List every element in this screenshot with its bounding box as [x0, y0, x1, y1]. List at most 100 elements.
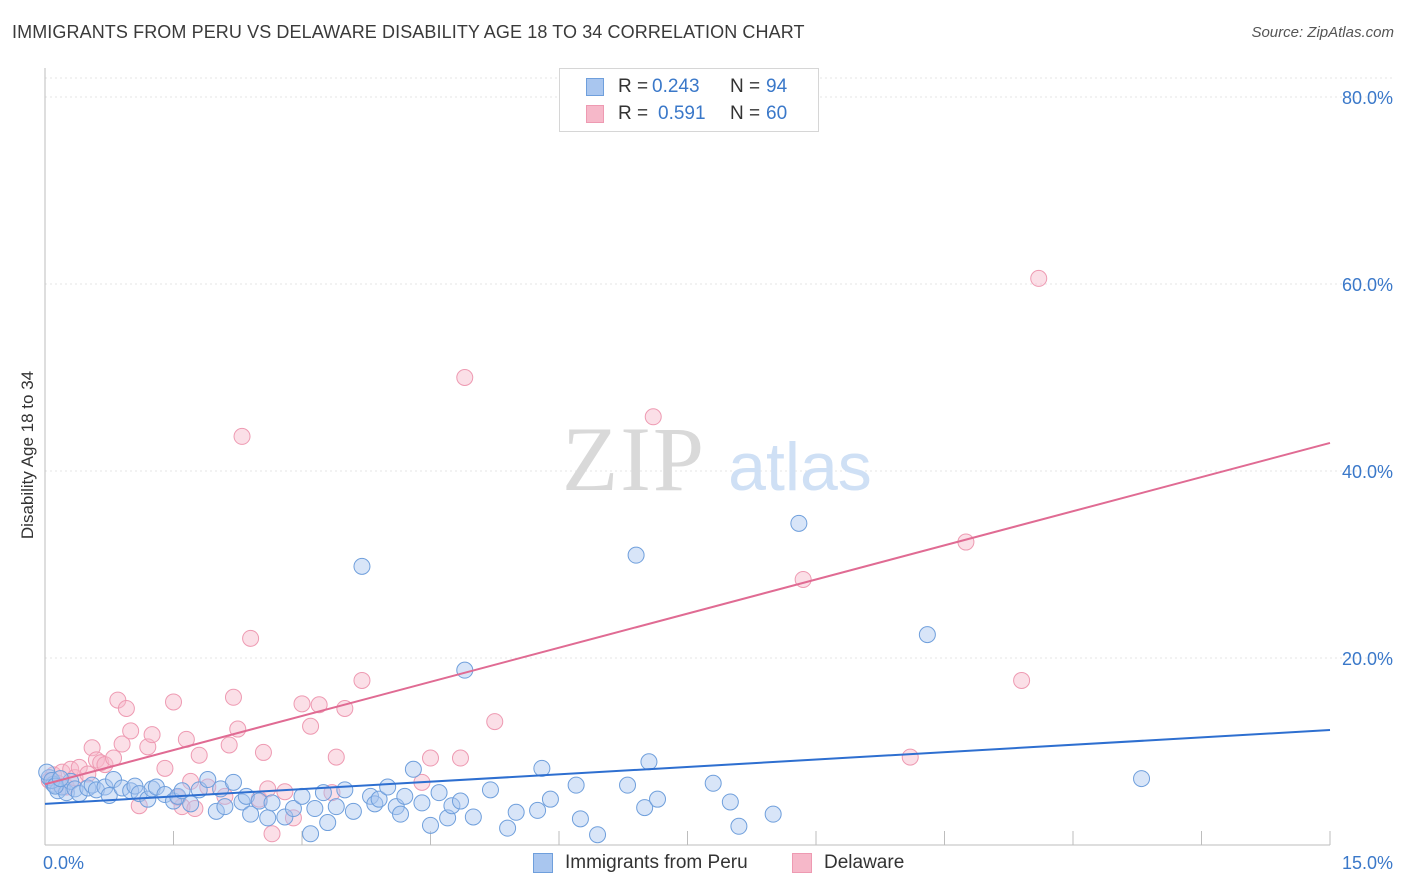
peru-point	[327, 798, 345, 816]
delaware-point	[156, 759, 174, 777]
peru-point	[1133, 770, 1151, 788]
y-tick-label: 80.0%	[1342, 88, 1393, 108]
y-axis-label: Disability Age 18 to 34	[18, 371, 37, 539]
peru-points	[38, 514, 1151, 844]
peru-point	[370, 790, 388, 808]
legend-r-label: R =	[618, 76, 649, 97]
peru-point	[619, 776, 637, 794]
peru-point	[319, 814, 337, 832]
peru-point	[413, 794, 431, 812]
delaware-points	[40, 269, 1048, 843]
peru-point	[529, 801, 547, 819]
peru-point	[96, 778, 114, 796]
peru-point	[147, 778, 165, 796]
peru-point	[533, 759, 551, 777]
delaware-point	[1013, 671, 1031, 689]
peru-point	[499, 819, 517, 837]
legend-n-label: N =	[730, 103, 761, 124]
delaware-point	[122, 722, 140, 740]
delaware-point	[92, 754, 110, 772]
grid-lines	[45, 77, 1392, 659]
bottom-legend-label-delaware: Delaware	[824, 852, 905, 873]
peru-point	[430, 784, 448, 802]
delaware-point	[284, 809, 302, 827]
peru-point	[730, 817, 748, 835]
ticks: 20.0% 40.0% 60.0% 80.0% 0.0% 15.0%	[43, 88, 1393, 873]
legend-n-label: N =	[730, 76, 761, 97]
bottom-legend-swatch-peru	[533, 853, 553, 873]
peru-point	[38, 763, 56, 781]
delaware-point	[242, 629, 260, 647]
delaware-point	[263, 825, 281, 843]
peru-point	[790, 514, 808, 532]
peru-point	[156, 786, 174, 804]
peru-point	[336, 781, 354, 799]
peru-point	[507, 803, 525, 821]
peru-point	[284, 800, 302, 818]
peru-point	[353, 557, 371, 575]
peru-point	[918, 626, 936, 644]
peru-point	[640, 753, 658, 771]
x-tick-label: 15.0%	[1342, 853, 1393, 873]
bottom-legend-swatch-delaware	[792, 853, 812, 873]
y-tick-label: 20.0%	[1342, 649, 1393, 669]
delaware-point	[1030, 269, 1048, 287]
watermark-zip: ZIP	[562, 408, 706, 510]
delaware-point	[486, 713, 504, 731]
delaware-point	[451, 749, 469, 767]
y-tick-label: 40.0%	[1342, 462, 1393, 482]
peru-point	[627, 546, 645, 564]
peru-point	[571, 810, 589, 828]
watermark: ZIP atlas	[562, 408, 872, 510]
peru-point	[379, 778, 397, 796]
peru-point	[422, 816, 439, 834]
peru-point	[182, 795, 200, 813]
x-tick-label: 0.0%	[43, 853, 84, 873]
peru-point	[481, 781, 499, 799]
delaware-point	[293, 695, 311, 713]
trend-lines	[44, 441, 1331, 805]
peru-point	[764, 805, 782, 823]
legend-n-value: 94	[766, 76, 788, 97]
delaware-point	[323, 784, 341, 802]
peru-point	[293, 787, 311, 805]
peru-point	[636, 799, 654, 817]
peru-point	[567, 776, 585, 794]
peru-point	[306, 800, 324, 818]
legend-swatch-peru	[586, 78, 604, 96]
legend-r-value: 0.591	[658, 103, 706, 124]
legend-r-label: R =	[618, 103, 649, 124]
delaware-point	[117, 699, 135, 717]
delaware-point	[353, 671, 371, 689]
delaware-point	[276, 783, 294, 801]
chart-title: IMMIGRANTS FROM PERU VS DELAWARE DISABIL…	[12, 22, 805, 42]
delaware-point	[901, 748, 919, 766]
peru-point	[302, 825, 320, 843]
peru-point	[224, 773, 242, 791]
peru-trend-line	[44, 728, 1331, 805]
delaware-point	[224, 688, 242, 706]
delaware-point	[456, 369, 474, 386]
peru-point	[344, 802, 362, 820]
peru-point	[216, 798, 234, 816]
delaware-point	[113, 735, 131, 753]
delaware-point	[302, 717, 320, 735]
peru-point	[464, 808, 482, 826]
peru-point	[242, 805, 260, 823]
delaware-point	[233, 427, 251, 445]
delaware-trend-line	[44, 441, 1331, 786]
delaware-point	[220, 736, 238, 754]
delaware-point	[422, 749, 439, 767]
peru-point	[649, 790, 667, 808]
peru-point	[456, 661, 474, 679]
peru-point	[589, 826, 607, 844]
peru-point	[392, 805, 410, 823]
peru-point	[443, 797, 461, 815]
delaware-point	[190, 746, 208, 764]
legend-swatch-delaware	[586, 105, 604, 123]
peru-point	[207, 802, 225, 820]
delaware-point	[327, 748, 345, 766]
watermark-atlas: atlas	[728, 429, 872, 505]
peru-point	[721, 793, 739, 811]
